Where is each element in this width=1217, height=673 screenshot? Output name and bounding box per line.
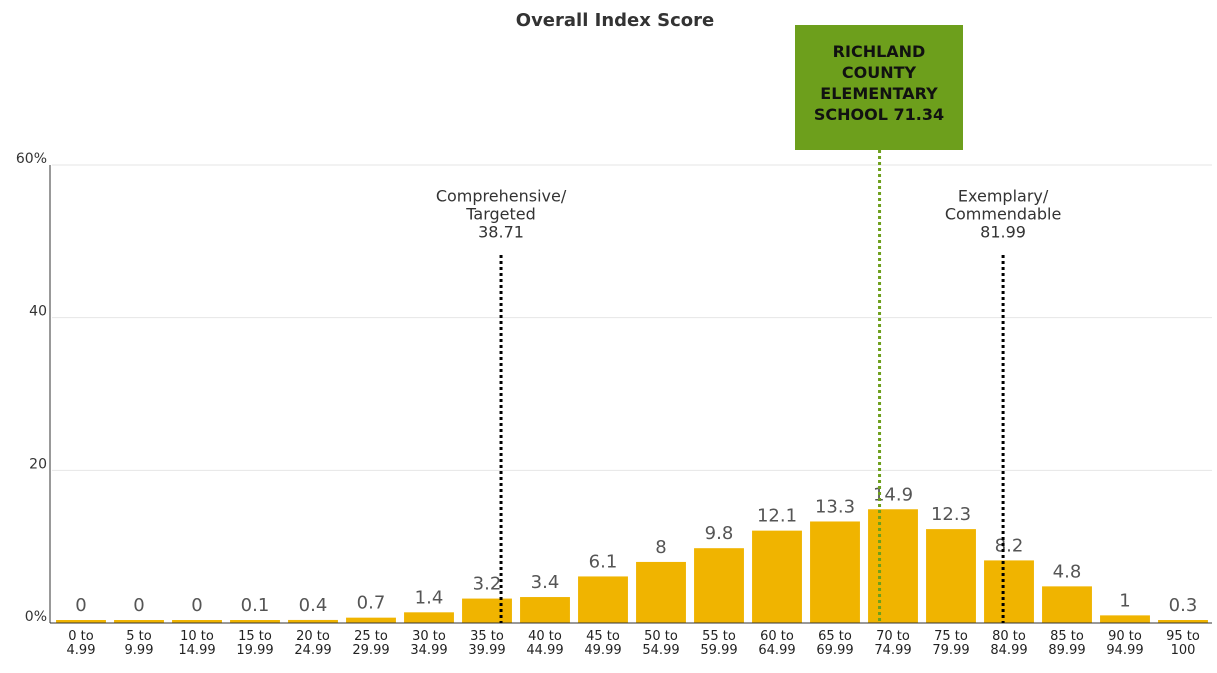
bar [346,617,396,623]
bar [56,620,106,623]
highlight-label-line: RICHLAND [833,42,926,61]
bar [694,548,744,623]
data-label: 0.4 [299,595,328,616]
bar [520,597,570,623]
data-label: 12.3 [931,504,971,525]
data-label: 14.9 [873,484,913,505]
data-label: 3.2 [473,574,502,595]
data-label: 0.3 [1169,595,1198,616]
highlight-label: ELEMENTARY [820,84,938,103]
bar [172,620,222,623]
x-tick-label: 45 to 49.99 [584,629,622,658]
highlight-box [795,25,963,150]
bar [1042,586,1092,623]
x-tick-label: 80 to 84.99 [990,629,1028,658]
x-tick-label: 25 to 29.99 [352,629,390,658]
x-tick-label: 60 to 64.99 [758,629,796,658]
annotation-label: Targeted [465,205,536,224]
bar [288,619,338,623]
annotation-value: 81.99 [980,223,1026,242]
x-tick-label: 40 to 44.99 [526,629,564,658]
highlight-value: 71.34 [894,105,945,124]
x-tick-label: 5 to 9.99 [124,629,154,658]
data-label: 6.1 [589,551,618,572]
annotation-label: Comprehensive/ [436,187,567,206]
x-tick-label: 35 to 39.99 [468,629,506,658]
x-tick-label: 70 to 74.99 [874,629,912,658]
highlight-label: RICHLAND [833,42,926,61]
x-tick-label: 75 to 79.99 [932,629,970,658]
bar [636,561,686,623]
chart-title: Overall Index Score [516,10,714,31]
x-tick-label: 85 to 89.99 [1048,629,1086,658]
data-label: 8 [655,537,666,558]
y-tick-label: 40 [29,304,47,320]
x-tick-label: 50 to 54.99 [642,629,680,658]
bar [1100,615,1150,623]
x-tick-label: 15 to 19.99 [236,629,274,658]
bar [810,521,860,623]
highlight-label: SCHOOL 71.34 [814,105,944,124]
highlight-label-line: SCHOOL [814,105,888,124]
annotation-label: Commendable [945,205,1062,224]
data-label: 0.1 [241,595,270,616]
x-tick-label: 30 to 34.99 [410,629,448,658]
data-label: 13.3 [815,496,855,517]
y-tick-label: 0% [25,609,47,625]
bar [404,612,454,623]
x-tick-label: 95 to 100 [1166,629,1200,658]
data-label: 9.8 [705,523,734,544]
data-label: 3.4 [531,572,560,593]
data-label: 4.8 [1053,561,1082,582]
data-label: 0 [75,595,86,616]
data-label: 12.1 [757,506,797,527]
bar [1158,620,1208,623]
data-label: 0.7 [357,593,386,614]
annotation-value: 38.71 [478,223,524,242]
annotation-label: Exemplary/ [958,187,1049,206]
y-tick-label: 60% [16,151,47,167]
data-label: 1.4 [415,587,444,608]
bar [926,529,976,623]
x-tick-label: 0 to 4.99 [66,629,96,658]
data-label: 1 [1119,590,1130,611]
bar [752,530,802,623]
bar [114,620,164,623]
data-label: 0 [191,595,202,616]
data-label: 8.2 [995,535,1024,556]
x-tick-label: 10 to 14.99 [178,629,216,658]
bar [578,576,628,623]
bar [230,620,280,623]
x-tick-label: 90 to 94.99 [1106,629,1144,658]
y-tick-label: 20 [29,456,47,472]
highlight-label-line: ELEMENTARY [820,84,938,103]
x-tick-label: 55 to 59.99 [700,629,738,658]
bar [868,509,918,623]
highlight-label-line: COUNTY [842,63,917,82]
bar [984,560,1034,623]
x-tick-label: 65 to 69.99 [816,629,854,658]
bar [462,598,512,623]
data-label: 0 [133,595,144,616]
x-tick-label: 20 to 24.99 [294,629,332,658]
highlight-label: COUNTY [842,63,917,82]
